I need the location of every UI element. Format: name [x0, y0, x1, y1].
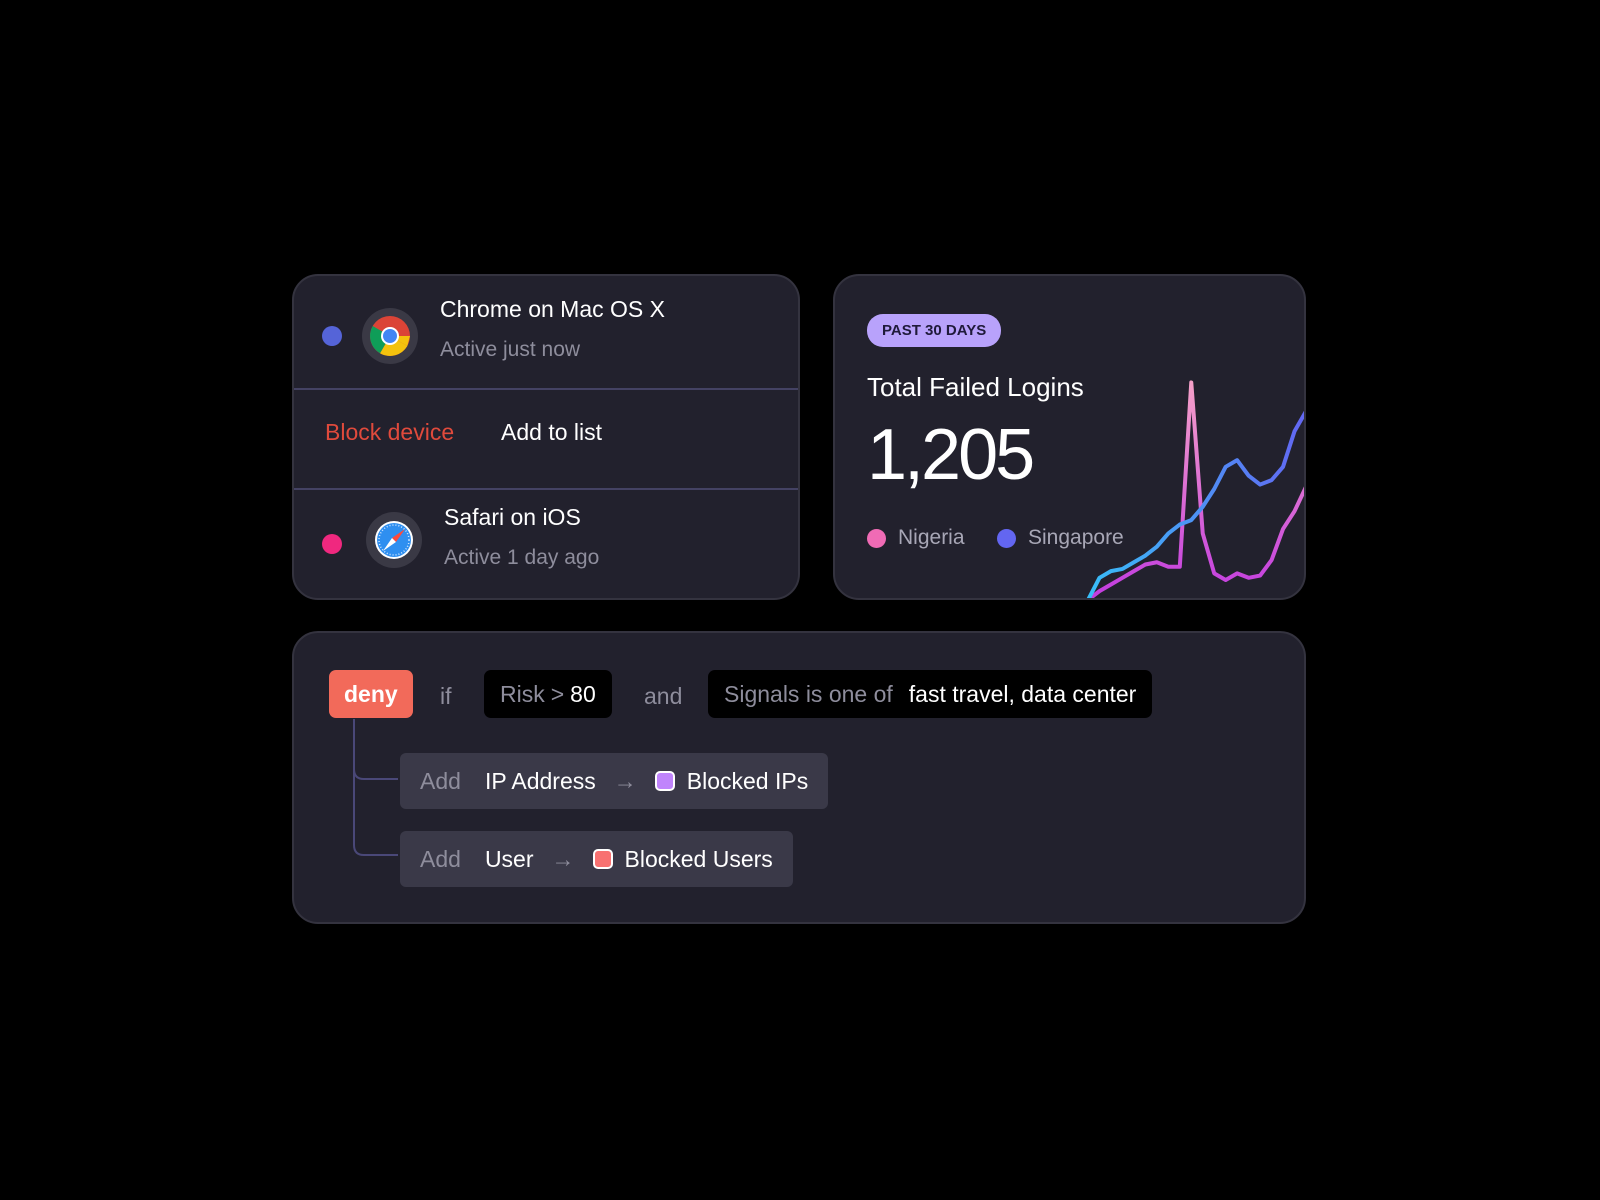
if-keyword: if [440, 682, 452, 709]
block-device-button[interactable]: Block device [325, 419, 455, 445]
signals-condition[interactable]: Signals is one of fast travel, data cent… [708, 670, 1153, 718]
stat-value: 1,205 [867, 415, 1035, 495]
failed-logins-sparkline [1086, 380, 1304, 598]
add-to-list-button[interactable]: Add to list [501, 419, 602, 445]
device-status-dot [322, 534, 342, 554]
series-line-nigeria [1087, 380, 1304, 598]
risk-condition[interactable]: Risk > 80 [484, 670, 612, 718]
condition-value: fast travel, data center [908, 680, 1137, 707]
legend-label: Singapore [1028, 526, 1124, 549]
safari-icon [366, 512, 422, 568]
list-name: Blocked Users [624, 845, 773, 872]
divider [294, 388, 798, 390]
action-object: User [484, 845, 534, 872]
stat-title: Total Failed Logins [867, 372, 1084, 402]
device-status-dot [322, 326, 342, 346]
condition-operator: > [550, 680, 565, 707]
failed-logins-card: PAST 30 DAYS Total Failed Logins 1,205 N… [833, 274, 1306, 600]
arrow-right-icon: → [613, 767, 637, 794]
device-status: Active just now [440, 338, 581, 361]
verdict-deny[interactable]: deny [329, 670, 413, 718]
action-object: IP Address [484, 767, 596, 794]
legend-nigeria: Nigeria [867, 526, 965, 550]
and-keyword: and [644, 682, 683, 709]
legend-singapore: Singapore [997, 526, 1124, 550]
condition-value: 80 [570, 680, 596, 707]
divider [294, 488, 798, 490]
chrome-icon [362, 308, 418, 364]
legend-dot [867, 528, 886, 548]
device-name: Safari on iOS [444, 504, 581, 530]
list-color-swatch [592, 849, 613, 869]
device-status: Active 1 day ago [444, 546, 600, 569]
rule-card: deny if Risk > 80 and Signals is one of … [292, 631, 1306, 924]
devices-card: Chrome on Mac OS X Active just now Block… [292, 274, 800, 600]
legend-dot [997, 528, 1016, 548]
action-add-user[interactable]: Add User → Blocked Users [400, 831, 793, 887]
list-color-swatch [654, 771, 675, 791]
arrow-right-icon: → [551, 845, 575, 872]
condition-field: Signals is one of [724, 680, 893, 707]
action-verb: Add [420, 767, 461, 794]
series-line-singapore [1086, 410, 1304, 598]
rule-connector-lines [353, 719, 398, 856]
period-badge: PAST 30 DAYS [867, 314, 1002, 347]
device-name: Chrome on Mac OS X [440, 296, 665, 322]
action-verb: Add [420, 845, 461, 872]
condition-field: Risk [500, 680, 545, 707]
legend-label: Nigeria [898, 526, 965, 549]
action-add-ip[interactable]: Add IP Address → Blocked IPs [400, 753, 829, 809]
list-name: Blocked IPs [686, 767, 809, 794]
